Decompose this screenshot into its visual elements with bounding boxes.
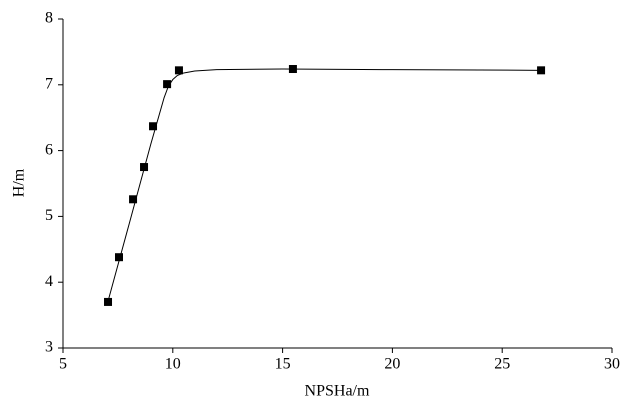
x-tick-label: 10 <box>165 356 181 373</box>
y-axis-label: H/m <box>11 168 28 197</box>
x-tick-label: 15 <box>275 356 291 373</box>
y-tick-label: 3 <box>45 339 53 356</box>
y-tick-label: 7 <box>45 75 53 92</box>
x-tick-label: 20 <box>384 356 400 373</box>
y-tick-label: 5 <box>45 207 53 224</box>
x-tick-label: 5 <box>59 356 67 373</box>
y-tick-label: 6 <box>45 141 53 158</box>
data-point <box>114 253 123 262</box>
data-point <box>129 195 138 204</box>
data-point <box>140 163 149 172</box>
fit-curve <box>106 68 542 306</box>
x-tick-label: 30 <box>604 356 620 373</box>
data-point <box>163 80 172 89</box>
data-point <box>149 122 158 131</box>
x-tick-label: 25 <box>494 356 510 373</box>
y-tick-label: 8 <box>45 10 53 27</box>
x-axis-label: NPSHa/m <box>305 383 370 400</box>
y-tick-label: 4 <box>45 273 53 290</box>
data-point <box>174 66 183 75</box>
